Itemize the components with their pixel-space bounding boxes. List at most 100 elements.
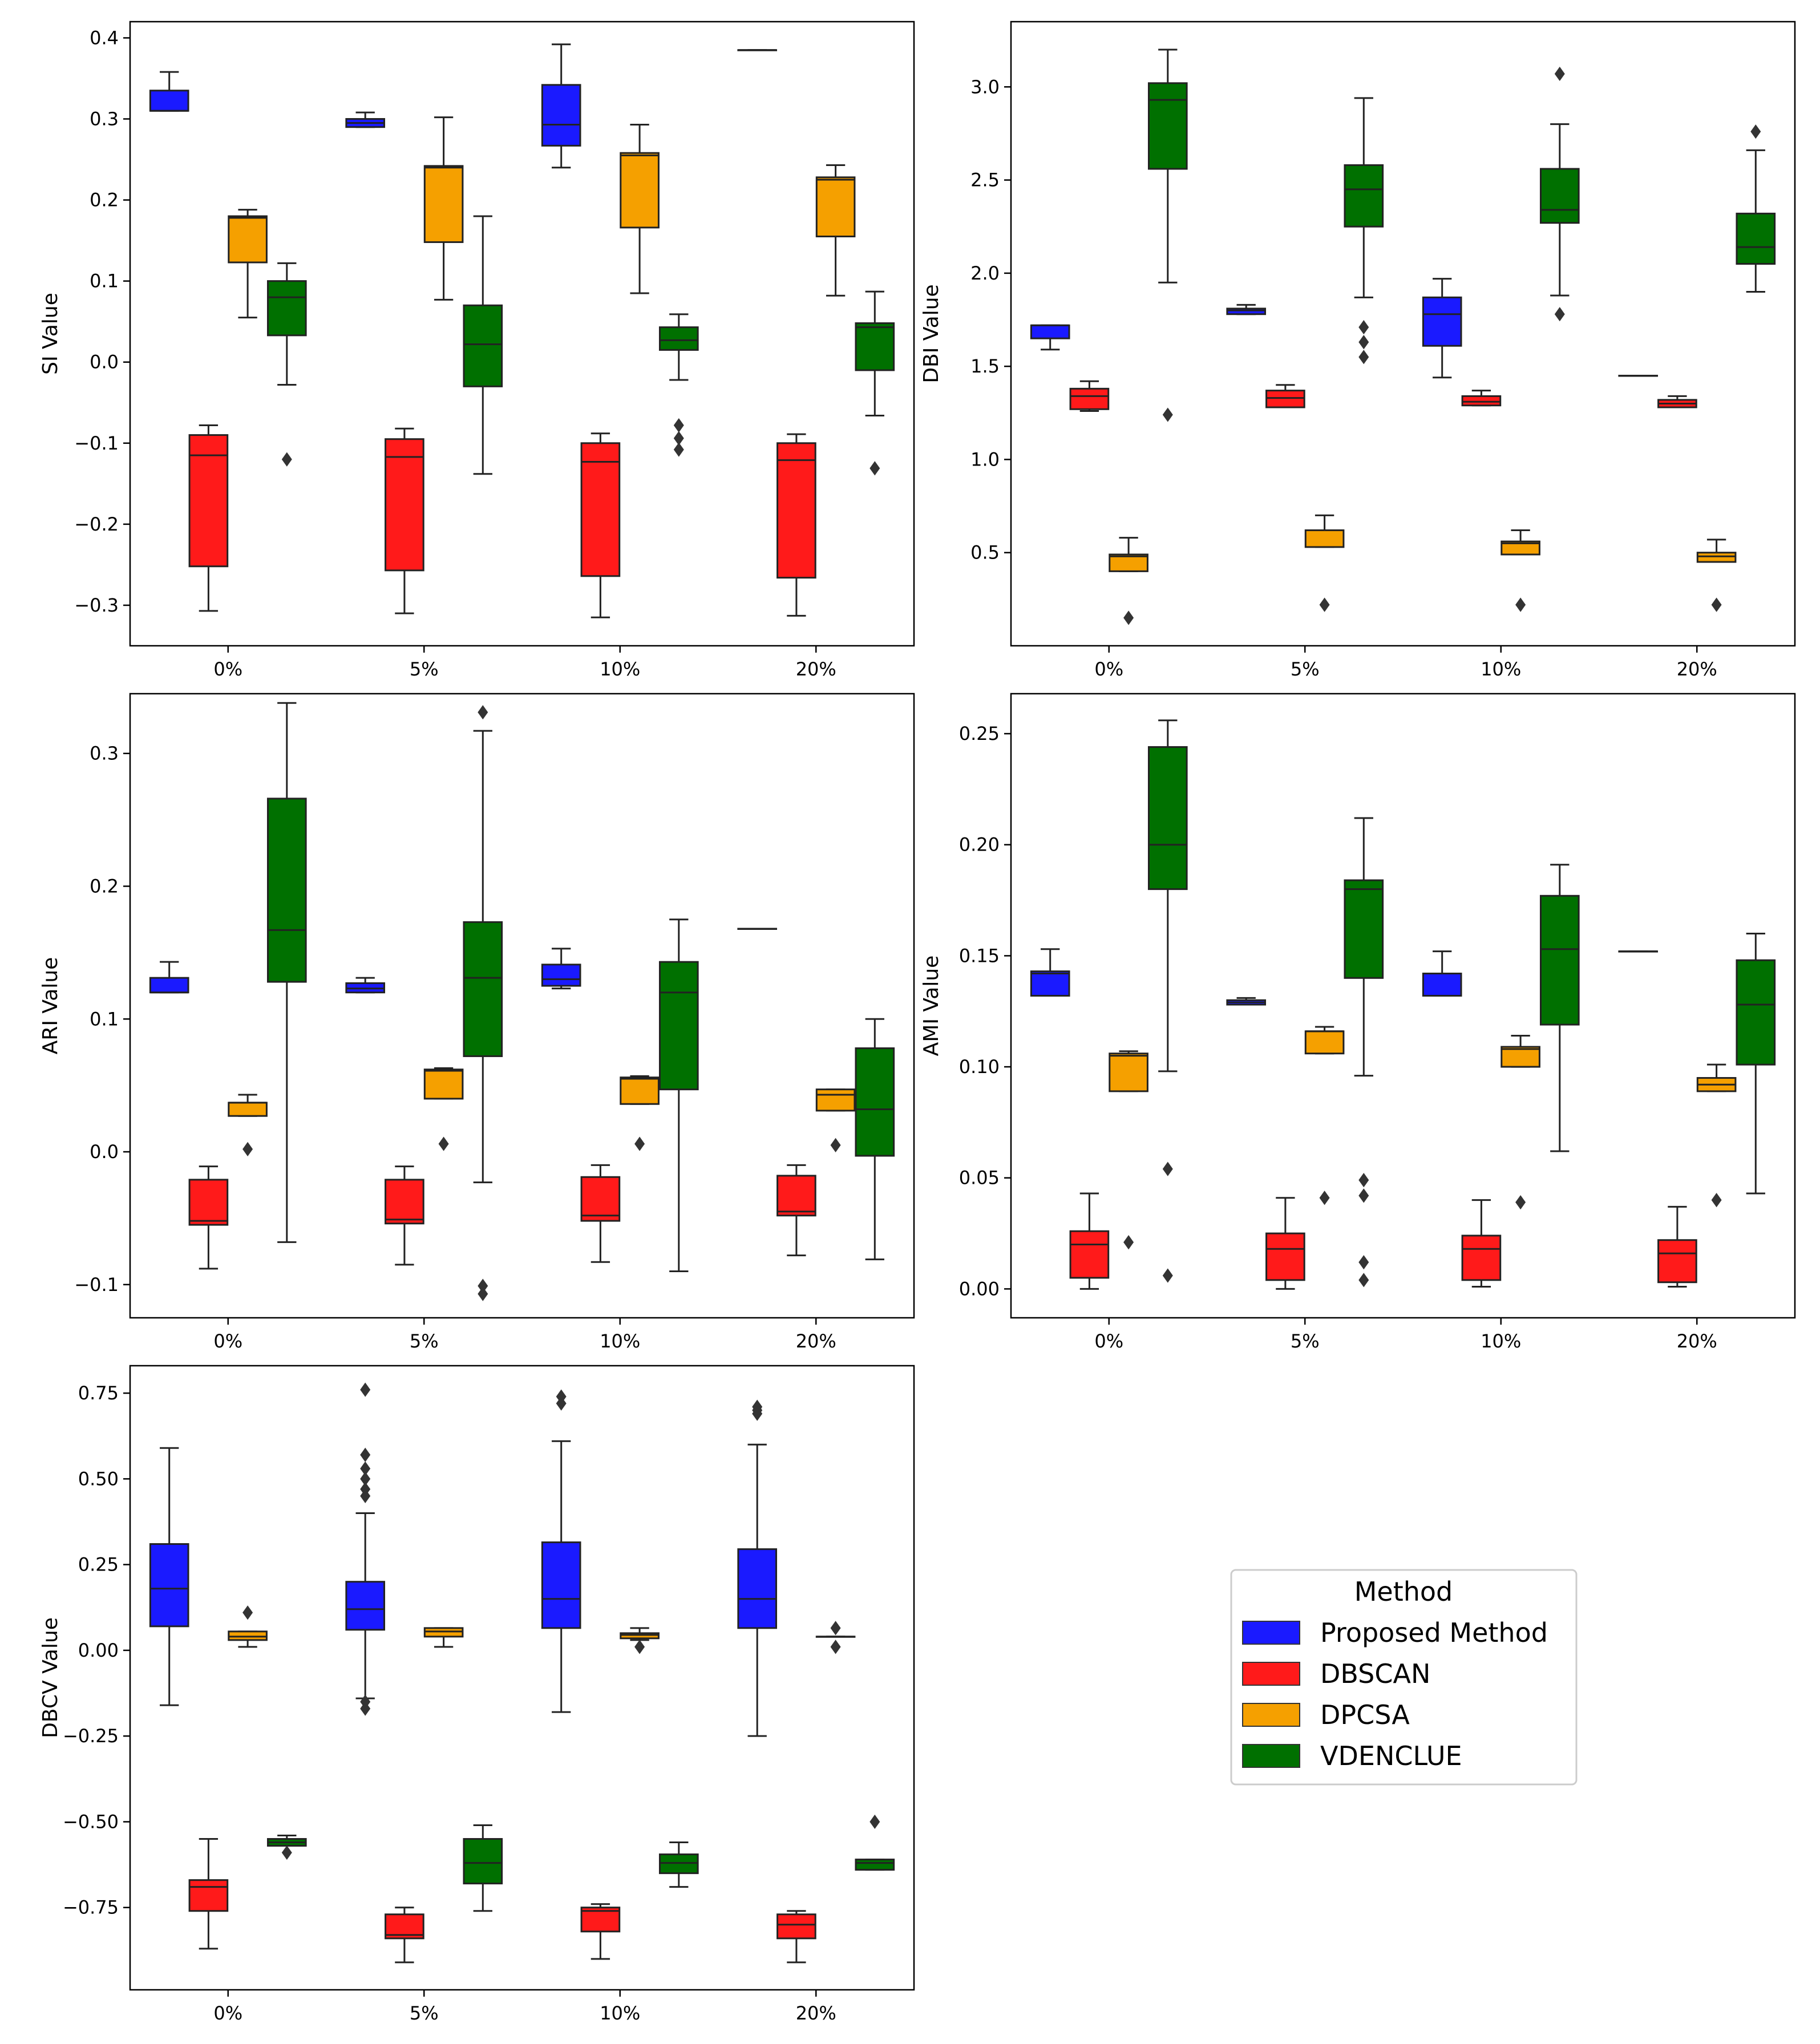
ami-xtick-label: 0%: [1094, 1330, 1123, 1352]
dbi-5pct-vdenclue-outlier: [1358, 350, 1369, 365]
dbi-10pct-proposed-method-box: [1422, 296, 1462, 347]
si-ytick-label: −0.2: [74, 513, 119, 535]
dbi-xtick-label: 5%: [1291, 658, 1320, 680]
legend-title: Method: [1354, 1576, 1453, 1607]
dbi-5pct-vdenclue-box: [1344, 164, 1384, 228]
si-10pct-proposed-method-box: [541, 84, 581, 147]
si-10pct-vdenclue-box: [658, 326, 699, 351]
si-20pct-vdenclue-box: [855, 322, 895, 371]
dbcv-ytick-label: 0.25: [78, 1554, 119, 1576]
si-10pct-vdenclue-outlier: [673, 431, 684, 446]
dbcv-10pct-dpcsa-box: [620, 1632, 660, 1640]
dbcv-5pct-proposed-method-outlier: [360, 1488, 371, 1504]
dbcv-10pct-vdenclue-box: [658, 1853, 699, 1875]
ari-0pct-proposed-method-box: [149, 977, 189, 994]
ami-xtick-label: 10%: [1481, 1330, 1521, 1352]
ari-ylabel: ARI Value: [39, 957, 62, 1055]
si-20pct-dpcsa-box: [815, 176, 856, 238]
si-xtick-label: 20%: [796, 658, 836, 680]
ami-0pct-proposed-method-box: [1030, 970, 1070, 997]
dbcv-5pct-vdenclue-box: [463, 1838, 503, 1885]
dbi-ytick-label: 2.0: [970, 262, 1000, 284]
dbi-10pct-dpcsa-box: [1501, 540, 1540, 556]
ami-5pct-vdenclue-outlier: [1358, 1255, 1369, 1270]
dbcv-ytick-label: −0.50: [63, 1811, 119, 1832]
dbi-0pct-proposed-method-box: [1030, 324, 1070, 339]
si-5pct-dpcsa-box: [423, 165, 464, 243]
ari-5pct-vdenclue-outlier: [478, 1286, 488, 1301]
ami-10pct-dbscan-box: [1461, 1235, 1502, 1281]
dbcv-ytick-label: 0.50: [78, 1468, 119, 1490]
dbcv-0pct-dpcsa-outlier: [242, 1605, 253, 1620]
dbi-5pct-proposed-method-box: [1226, 307, 1267, 315]
dbcv-0pct-dpcsa-box: [228, 1630, 268, 1641]
ari-20pct-dpcsa-box: [815, 1088, 856, 1112]
ami-10pct-dpcsa-outlier: [1515, 1195, 1526, 1210]
si-0pct-dbscan-box: [188, 434, 229, 568]
ari-0pct-dbscan-box: [188, 1179, 229, 1226]
ari-10pct-vdenclue-box: [658, 961, 699, 1091]
dbcv-20pct-vdenclue-outlier: [869, 1814, 880, 1830]
dbcv-xtick-label: 5%: [410, 2002, 439, 2024]
dbcv-5pct-proposed-method-outlier: [360, 1701, 371, 1716]
si-xtick-label: 10%: [600, 658, 640, 680]
si-ytick-label: 0.4: [90, 27, 119, 48]
si-10pct-vdenclue-outlier: [673, 418, 684, 433]
dbcv-5pct-dpcsa-box: [423, 1627, 464, 1638]
dbi-ytick-label: 0.5: [970, 542, 1000, 564]
dbcv-xtick-label: 10%: [600, 2002, 640, 2024]
legend-swatch-vdenclue: [1242, 1744, 1300, 1768]
ami-10pct-vdenclue-box: [1539, 894, 1580, 1026]
ami-5pct-vdenclue-outlier: [1358, 1273, 1369, 1288]
dbi-10pct-dbscan-box: [1461, 395, 1502, 407]
dbcv-0pct-dbscan-box: [188, 1879, 229, 1912]
dbi-xtick-label: 20%: [1677, 658, 1717, 680]
ami-ytick-label: 0.20: [959, 834, 1000, 856]
ari-5pct-vdenclue-outlier: [478, 1278, 488, 1293]
legend-label-proposed-method: Proposed Method: [1320, 1617, 1548, 1648]
ari-ytick-label: 0.1: [90, 1008, 119, 1030]
ari-20pct-dbscan-box: [776, 1175, 816, 1217]
si-ytick-label: −0.1: [74, 432, 119, 454]
dbi-20pct-dpcsa-outlier: [1711, 597, 1722, 612]
plot-si-frame: [129, 21, 915, 647]
ari-ytick-label: −0.1: [74, 1274, 119, 1296]
si-ytick-label: 0.0: [90, 351, 119, 373]
dbcv-ytick-label: −0.25: [63, 1725, 119, 1747]
ami-ytick-label: 0.15: [959, 945, 1000, 966]
plot-ami-frame: [1010, 693, 1796, 1319]
ami-xtick-label: 5%: [1291, 1330, 1320, 1352]
plot-ari-frame: [129, 693, 915, 1319]
ami-0pct-vdenclue-outlier: [1162, 1268, 1173, 1283]
si-ytick-label: 0.2: [90, 189, 119, 211]
dbcv-ytick-label: 0.00: [78, 1640, 119, 1661]
dbcv-20pct-proposed-method-box: [737, 1548, 778, 1629]
si-10pct-dpcsa-box: [620, 152, 660, 229]
dbi-xtick-label: 10%: [1481, 658, 1521, 680]
dbi-20pct-vdenclue-box: [1736, 212, 1776, 265]
si-5pct-dbscan-box: [385, 438, 424, 572]
ari-ytick-label: 0.2: [90, 876, 119, 897]
ami-5pct-dpcsa-box: [1304, 1030, 1345, 1055]
plot-dbcv-frame: [129, 1365, 915, 1991]
si-0pct-vdenclue-box: [266, 280, 307, 337]
dbi-ytick-label: 3.0: [970, 76, 1000, 98]
dbcv-ytick-label: −0.75: [63, 1897, 119, 1918]
si-ylabel: SI Value: [39, 293, 62, 375]
ari-10pct-proposed-method-box: [541, 964, 581, 987]
dbcv-xtick-label: 20%: [796, 2002, 836, 2024]
dbi-10pct-vdenclue-box: [1539, 168, 1580, 224]
ari-ytick-label: 0.0: [90, 1141, 119, 1163]
dbcv-20pct-dpcsa-outlier: [830, 1621, 841, 1636]
ari-0pct-vdenclue-box: [266, 798, 307, 983]
si-20pct-dbscan-box: [776, 442, 816, 579]
ari-10pct-dbscan-box: [580, 1176, 621, 1222]
si-xtick-label: 0%: [213, 658, 242, 680]
dbi-ytick-label: 1.5: [970, 355, 1000, 377]
ari-xtick-label: 5%: [410, 1330, 439, 1352]
ami-20pct-dpcsa-outlier: [1711, 1193, 1722, 1208]
dbcv-ytick-label: 0.75: [78, 1382, 119, 1404]
dbi-20pct-vdenclue-outlier: [1750, 124, 1761, 139]
legend-swatch-proposed-method: [1242, 1621, 1300, 1645]
